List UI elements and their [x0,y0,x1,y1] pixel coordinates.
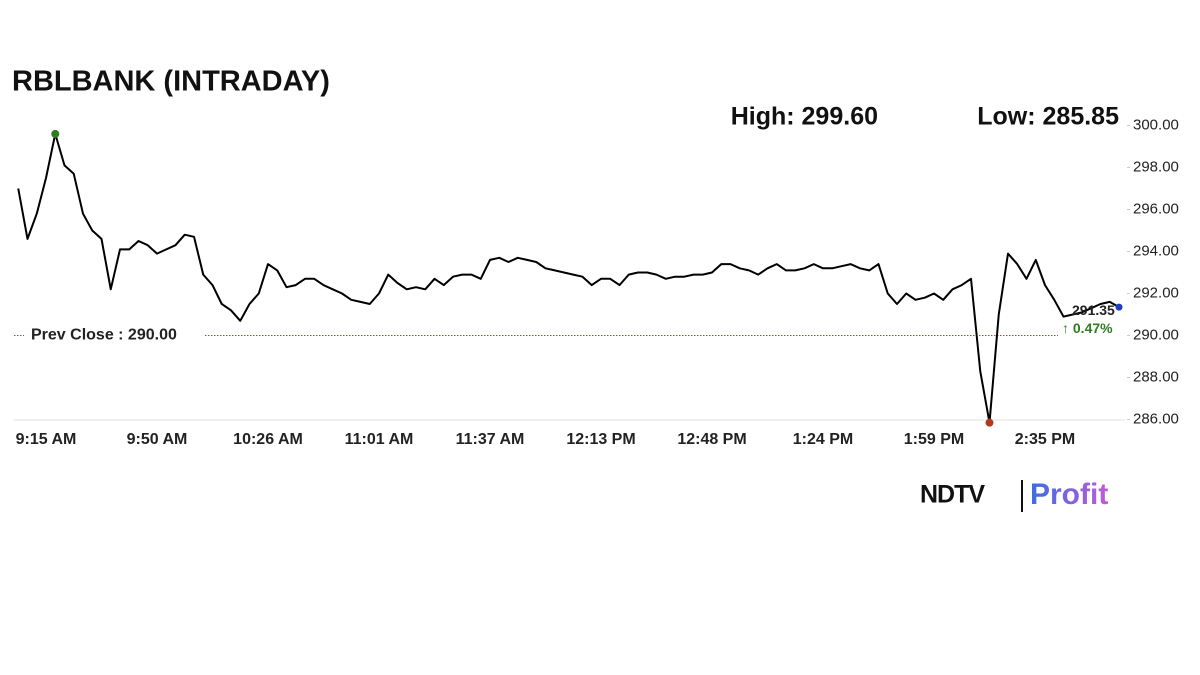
x-tick-label: 11:37 AM [456,431,525,448]
x-tick-label: 2:35 PM [1015,431,1075,448]
y-tick-label: 298.00 [1133,158,1179,175]
chart-title: RBLBANK (INTRADAY) [12,66,330,98]
y-tick-label: 290.00 [1133,326,1179,343]
x-tick-label: 1:59 PM [904,431,964,448]
x-tick-label: 12:48 PM [677,431,746,448]
last-price-label: 291.35 [1072,302,1115,318]
y-tick-label: 294.00 [1133,242,1179,259]
logo-profit: Profit [1030,478,1108,511]
price-line [17,132,1120,424]
low-label: Low: 285.85 [977,103,1119,131]
x-tick-label: 9:50 AM [127,431,188,448]
prev-close-label: Prev Close : 290.00 [31,327,177,344]
high-marker [51,129,60,138]
high-label: High: 299.60 [731,103,878,131]
change-label: ↑ 0.47% [1062,320,1113,336]
x-tick-label: 10:26 AM [233,431,303,448]
y-tick-label: 292.00 [1133,284,1179,301]
y-tick-label: 288.00 [1133,368,1179,385]
logo-ndtv: NDTV [920,481,985,509]
x-tick-label: 11:01 AM [345,431,414,448]
y-tick-label: 296.00 [1133,200,1179,217]
last-marker [1115,303,1123,311]
x-tick-label: 9:15 AM [16,431,77,448]
y-tick-label: 286.00 [1133,410,1179,427]
y-tick-label: 300.00 [1133,116,1179,133]
x-tick-label: 12:13 PM [566,431,635,448]
low-marker [985,418,994,427]
x-tick-label: 1:24 PM [793,431,853,448]
